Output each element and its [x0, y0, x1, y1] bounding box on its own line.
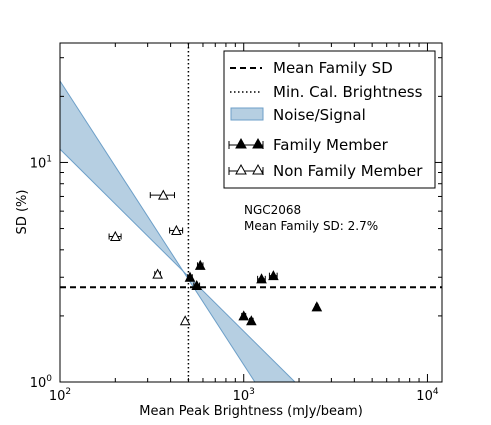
y-tick-base: 10: [30, 376, 47, 391]
non-family-member-point: [157, 189, 169, 200]
x-tick-label: 104: [416, 387, 439, 404]
legend-noise-label: Noise/Signal: [273, 106, 366, 124]
legend: Mean Family SD Min. Cal. Brightness Nois…: [223, 50, 436, 189]
annotation: NGC2068 Mean Family SD: 2.7%: [244, 203, 378, 233]
y-tick-base: 10: [30, 156, 47, 171]
plot-frame: [59, 42, 443, 383]
family-member-point: [256, 273, 267, 284]
y-tick-exponent: 1: [46, 154, 52, 164]
legend-non-family-swatch: [228, 163, 264, 175]
x-tick-label: 102: [49, 387, 71, 404]
family-member-point: [194, 259, 206, 270]
family-member-point: [184, 271, 196, 282]
non-family-member-point: [171, 224, 182, 235]
legend-min-cal-label: Min. Cal. Brightness: [273, 83, 423, 101]
x-tick-exponent: 2: [65, 387, 71, 397]
x-tick-exponent: 3: [249, 387, 255, 397]
x-tick-label: 103: [233, 387, 255, 404]
legend-noise-swatch: [230, 107, 264, 121]
family-member-series: [184, 259, 323, 326]
x-tick-base: 10: [233, 389, 250, 404]
y-axis-label: SD (%): [15, 190, 30, 235]
x-tick-base: 10: [49, 389, 66, 404]
y-tick-exponent: 0: [46, 374, 52, 384]
annotation-title: NGC2068: [244, 203, 301, 217]
non-family-member-point: [109, 230, 121, 241]
family-member-point: [238, 310, 250, 321]
x-axis-label: Mean Peak Brightness (mJy/beam): [139, 404, 363, 419]
x-tick-base: 10: [416, 389, 433, 404]
plot-area: [60, 43, 442, 382]
noise-band-lower-edge: [60, 148, 296, 382]
non-family-member-series: [108, 189, 191, 326]
x-tick-exponent: 4: [433, 387, 439, 397]
noise-band-upper-edge: [60, 80, 256, 382]
legend-mean-sd-label: Mean Family SD: [273, 59, 393, 77]
y-tick-label: 101: [30, 154, 52, 171]
family-member-point: [191, 279, 203, 291]
family-member-point: [246, 315, 257, 326]
annotation-mean-sd: Mean Family SD: 2.7%: [244, 219, 378, 233]
legend-non-family-label: Non Family Member: [273, 162, 423, 180]
legend-family-swatch: [228, 137, 264, 149]
family-member-point: [268, 270, 279, 281]
family-member-point: [311, 301, 323, 312]
non-family-member-point: [152, 268, 163, 279]
non-family-member-point: [179, 315, 191, 326]
y-tick-label: 100: [30, 374, 53, 391]
legend-family-label: Family Member: [273, 136, 389, 154]
